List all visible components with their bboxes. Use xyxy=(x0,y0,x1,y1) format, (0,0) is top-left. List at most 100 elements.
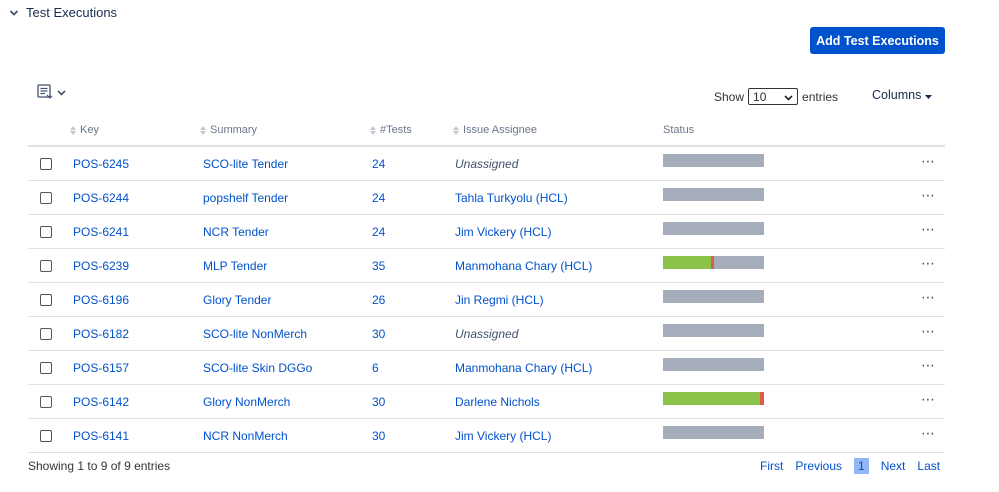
sort-icon xyxy=(200,125,206,135)
table-row: POS-6239 MLP Tender 35 Manmohana Chary (HCL… xyxy=(28,249,945,283)
pager-first[interactable]: First xyxy=(760,459,784,473)
row-checkbox[interactable] xyxy=(40,158,52,170)
summary-link[interactable]: MLP Tender xyxy=(203,259,268,273)
pager-next[interactable]: Next xyxy=(880,459,906,473)
section-header[interactable]: Test Executions xyxy=(8,5,117,20)
column-header-key[interactable]: Key xyxy=(70,124,99,136)
entries-length-control: Show 10 entries xyxy=(714,88,838,105)
column-header-status-label: Status xyxy=(663,124,695,136)
table-row: POS-6182 SCO-lite NonMerch 30 Unassigned ⋯ xyxy=(28,317,945,351)
more-actions-icon[interactable]: ⋯ xyxy=(921,153,936,169)
tests-count[interactable]: 30 xyxy=(372,327,386,341)
table-row: POS-6157 SCO-lite Skin DGGo 6 Manmohana Cha… xyxy=(28,351,945,385)
issue-key-link[interactable]: POS-6182 xyxy=(73,327,130,341)
row-checkbox[interactable] xyxy=(40,226,52,238)
column-header-summary[interactable]: Summary xyxy=(200,124,257,136)
more-actions-icon[interactable]: ⋯ xyxy=(921,357,936,373)
tests-count[interactable]: 30 xyxy=(372,395,386,409)
tests-count[interactable]: 30 xyxy=(372,429,386,443)
column-header-tests[interactable]: #Tests xyxy=(370,124,412,136)
issue-key-link[interactable]: POS-6244 xyxy=(73,191,130,205)
sort-icon xyxy=(370,125,376,135)
tests-count[interactable]: 24 xyxy=(372,191,386,205)
more-actions-icon[interactable]: ⋯ xyxy=(921,391,936,407)
table-row: POS-6196 Glory Tender 26 Jin Regmi (HCL) ⋯ xyxy=(28,283,945,317)
status-progress-bar[interactable] xyxy=(663,222,764,235)
summary-link[interactable]: SCO-lite NonMerch xyxy=(203,327,308,341)
columns-label: Columns xyxy=(872,88,922,102)
sort-icon xyxy=(453,125,459,135)
status-progress-bar[interactable] xyxy=(663,154,764,167)
column-header-assignee[interactable]: Issue Assignee xyxy=(453,124,537,136)
summary-link[interactable]: SCO-lite Tender xyxy=(203,157,289,171)
status-progress-bar[interactable] xyxy=(663,392,764,405)
row-checkbox[interactable] xyxy=(40,430,52,442)
more-actions-icon[interactable]: ⋯ xyxy=(921,187,936,203)
row-checkbox[interactable] xyxy=(40,396,52,408)
issue-key-link[interactable]: POS-6245 xyxy=(73,157,130,171)
summary-link[interactable]: SCO-lite Skin DGGo xyxy=(203,361,313,375)
chevron-down-icon xyxy=(57,86,66,100)
more-actions-icon[interactable]: ⋯ xyxy=(921,323,936,339)
status-fail-segment xyxy=(711,256,715,269)
chevron-down-icon[interactable] xyxy=(8,7,20,19)
row-checkbox[interactable] xyxy=(40,362,52,374)
row-checkbox[interactable] xyxy=(40,328,52,340)
more-actions-icon[interactable]: ⋯ xyxy=(921,425,936,441)
assignee: Manmohana Chary (HCL) xyxy=(455,361,593,375)
tests-count[interactable]: 26 xyxy=(372,293,386,307)
status-progress-bar[interactable] xyxy=(663,256,764,269)
issue-key-link[interactable]: POS-6239 xyxy=(73,259,130,273)
status-progress-bar[interactable] xyxy=(663,290,764,303)
status-progress-bar[interactable] xyxy=(663,426,764,439)
summary-link[interactable]: popshelf Tender xyxy=(203,191,289,205)
assignee: Jim Vickery (HCL) xyxy=(455,429,552,443)
summary-link[interactable]: Glory NonMerch xyxy=(203,395,291,409)
row-checkbox[interactable] xyxy=(40,294,52,306)
table-header: Key Summary #Tests Issue Assignee Status xyxy=(28,117,945,147)
status-progress-bar[interactable] xyxy=(663,188,764,201)
status-progress-bar[interactable] xyxy=(663,324,764,337)
status-progress-bar[interactable] xyxy=(663,358,764,371)
assignee: Unassigned xyxy=(455,327,519,341)
tests-count[interactable]: 35 xyxy=(372,259,386,273)
more-actions-icon[interactable]: ⋯ xyxy=(921,255,936,271)
issue-key-link[interactable]: POS-6141 xyxy=(73,429,130,443)
test-executions-table: Key Summary #Tests Issue Assignee Status… xyxy=(28,117,945,453)
assignee: Tahla Turkyolu (HCL) xyxy=(455,191,568,205)
summary-link[interactable]: Glory Tender xyxy=(203,293,272,307)
assignee: Jin Regmi (HCL) xyxy=(455,293,544,307)
column-header-tests-label: #Tests xyxy=(380,124,412,136)
tests-count[interactable]: 24 xyxy=(372,225,386,239)
row-checkbox[interactable] xyxy=(40,192,52,204)
summary-link[interactable]: NCR Tender xyxy=(203,225,269,239)
pager-current[interactable]: 1 xyxy=(854,458,869,474)
issue-key-link[interactable]: POS-6241 xyxy=(73,225,130,239)
add-test-executions-button[interactable]: Add Test Executions xyxy=(810,27,945,54)
pager-previous[interactable]: Previous xyxy=(795,459,843,473)
assignee: Jim Vickery (HCL) xyxy=(455,225,552,239)
sort-icon xyxy=(70,125,76,135)
column-header-key-label: Key xyxy=(80,124,99,136)
tests-count[interactable]: 24 xyxy=(372,157,386,171)
status-fail-segment xyxy=(759,392,764,405)
more-actions-icon[interactable]: ⋯ xyxy=(921,289,936,305)
column-header-assignee-label: Issue Assignee xyxy=(463,124,537,136)
summary-link[interactable]: NCR NonMerch xyxy=(203,429,288,443)
pagination: First Previous 1 Next Last xyxy=(760,458,940,474)
more-actions-icon[interactable]: ⋯ xyxy=(921,221,936,237)
view-toggle[interactable] xyxy=(37,84,66,102)
tests-count[interactable]: 6 xyxy=(372,361,379,375)
issue-key-link[interactable]: POS-6157 xyxy=(73,361,130,375)
entries-select[interactable]: 10 xyxy=(748,88,799,105)
issue-key-link[interactable]: POS-6142 xyxy=(73,395,130,409)
row-checkbox[interactable] xyxy=(40,260,52,272)
pager-last[interactable]: Last xyxy=(917,459,941,473)
issue-key-link[interactable]: POS-6196 xyxy=(73,293,130,307)
status-pass-segment xyxy=(663,392,760,405)
columns-button[interactable]: Columns xyxy=(872,88,933,102)
table-row: POS-6141 NCR NonMerch 30 Jim Vickery (HCL) ⋯ xyxy=(28,419,945,453)
table-row: POS-6244 popshelf Tender 24 Tahla Turkyolu … xyxy=(28,181,945,215)
table-body: POS-6245 SCO-lite Tender 24 Unassigned ⋯ POS-… xyxy=(28,147,945,453)
entries-label: entries xyxy=(802,89,839,104)
